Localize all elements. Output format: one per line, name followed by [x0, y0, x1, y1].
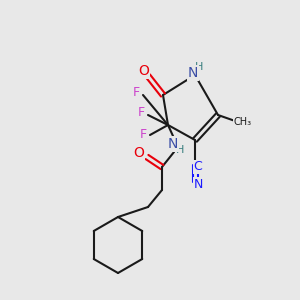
Text: H: H — [195, 62, 203, 72]
Text: O: O — [139, 64, 149, 78]
Text: CH₃: CH₃ — [234, 117, 252, 127]
Text: N: N — [188, 66, 198, 80]
Text: N: N — [193, 178, 203, 190]
Text: N: N — [168, 137, 178, 151]
Text: C: C — [194, 160, 202, 173]
Text: F: F — [140, 128, 147, 142]
Text: F: F — [137, 106, 145, 119]
Text: O: O — [134, 146, 144, 160]
Text: H: H — [176, 145, 184, 155]
Text: F: F — [132, 86, 140, 100]
